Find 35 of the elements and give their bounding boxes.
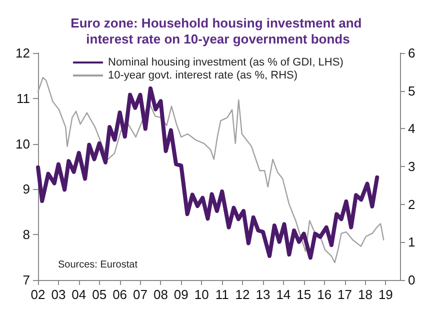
y2-tick-label: 5 bbox=[408, 83, 416, 98]
x-tick-label: 14 bbox=[276, 287, 291, 302]
y-tick-label: 12 bbox=[16, 46, 30, 60]
y2-tick-label: 0 bbox=[408, 272, 416, 288]
x-tick-label: 03 bbox=[51, 287, 66, 302]
x-tick-label: 12 bbox=[235, 287, 250, 302]
y-tick-label: 9 bbox=[22, 182, 30, 197]
x-tick-label: 18 bbox=[358, 287, 372, 302]
y2-tick-label: 2 bbox=[408, 196, 416, 212]
x-tick-label: 06 bbox=[112, 287, 128, 302]
chart-title: Euro zone: Household housing investment and interest rate on 10-year government bonds bbox=[70, 16, 366, 46]
y-tick-label: 7 bbox=[22, 272, 30, 288]
x-tick-label: 08 bbox=[153, 287, 168, 302]
annotation: Sources: Eurostat bbox=[58, 260, 138, 270]
x-tick-label: 13 bbox=[256, 287, 270, 302]
x-tick-label: 07 bbox=[133, 287, 148, 302]
x-tick-label: 09 bbox=[174, 287, 188, 302]
x-tick-label: 16 bbox=[317, 287, 332, 302]
x-tick-label: 15 bbox=[296, 287, 312, 302]
y2-tick-label: 3 bbox=[408, 159, 416, 174]
x-tick-label: 11 bbox=[215, 287, 229, 302]
y2-tick-label: 6 bbox=[408, 46, 416, 60]
y-tick-label: 11 bbox=[16, 90, 30, 106]
x-tick-label: 10 bbox=[194, 287, 209, 302]
legend-label: 10-year govt. interest rate (as %, RHS) bbox=[108, 70, 298, 82]
y2-tick-label: 4 bbox=[408, 121, 416, 136]
y-tick-label: 8 bbox=[22, 227, 30, 242]
x-tick-label: 17 bbox=[338, 287, 352, 302]
x-tick-label: 05 bbox=[92, 287, 107, 302]
x-tick-label: 02 bbox=[30, 287, 46, 302]
x-tick-label: 04 bbox=[72, 287, 86, 302]
y-tick-label: 10 bbox=[16, 136, 30, 152]
y2-tick-label: 1 bbox=[408, 234, 416, 250]
legend-label: Nominal housing investment (as % of GDI, LHS) bbox=[108, 56, 344, 68]
x-tick-label: 19 bbox=[378, 287, 393, 302]
